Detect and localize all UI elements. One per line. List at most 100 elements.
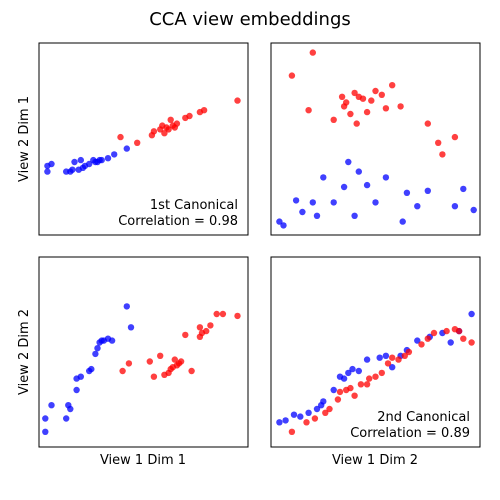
scatter-point	[73, 387, 79, 393]
scatter-point	[128, 324, 134, 330]
scatter-point	[385, 360, 391, 366]
panel-bottom-right: 2nd Canonical Correlation = 0.89	[271, 257, 480, 447]
scatter-point	[326, 406, 332, 412]
scatter-point	[124, 303, 130, 309]
scatter-point	[168, 117, 174, 123]
scatter-point	[431, 330, 437, 336]
scatter-point	[188, 368, 194, 374]
panel-top-right	[271, 43, 480, 235]
scatter-point	[414, 203, 420, 209]
scatter-point	[78, 157, 84, 163]
scatter-point	[157, 353, 163, 359]
scatter-point	[297, 413, 303, 419]
scatter-point	[214, 311, 220, 317]
scatter-point	[44, 168, 50, 174]
scatter-point	[71, 159, 77, 165]
scatter-point	[178, 358, 184, 364]
scatter-point	[151, 374, 157, 380]
panel-bottom-left	[39, 257, 248, 447]
scatter-point	[234, 313, 240, 319]
scatter-point	[280, 222, 286, 228]
scatter-point	[289, 72, 295, 78]
scatter-point	[88, 366, 94, 372]
scatter-point	[331, 387, 337, 393]
scatter-point	[276, 419, 282, 425]
scatter-point	[186, 113, 192, 119]
scatter-point	[331, 199, 337, 205]
scatter-point	[220, 311, 226, 317]
scatter-point	[78, 374, 84, 380]
scatter-point	[379, 92, 385, 98]
scatter-point	[443, 328, 449, 334]
scatter-point	[305, 107, 311, 113]
scatter-point	[305, 410, 311, 416]
scatter-point	[418, 341, 424, 347]
scatter-point	[320, 174, 326, 180]
scatter-point	[364, 356, 370, 362]
scatter-point	[397, 103, 403, 109]
scatter-point	[337, 389, 343, 395]
scatter-point	[406, 349, 412, 355]
scatter-point	[425, 188, 431, 194]
scatter-point	[117, 134, 123, 140]
scatter-point	[69, 167, 75, 173]
scatter-point	[310, 49, 316, 55]
scatter-point	[94, 345, 100, 351]
scatter-point	[349, 366, 355, 372]
scatter-point	[312, 415, 318, 421]
scatter-point	[456, 328, 462, 334]
annotation-line: 2nd Canonical	[377, 410, 470, 425]
scatter-point	[364, 381, 370, 387]
scatter-point	[425, 336, 431, 342]
scatter-point	[354, 120, 360, 126]
scatter-point	[372, 374, 378, 380]
col-label-view1-dim1: View 1 Dim 1	[100, 453, 186, 468]
scatter-point	[358, 381, 364, 387]
scatter-point	[389, 82, 395, 88]
scatter-point	[351, 393, 357, 399]
scatter-point	[439, 151, 445, 157]
scatter-point	[351, 213, 357, 219]
panel-top-left: 1st Canonical Correlation = 0.98	[39, 43, 248, 235]
scatter-point	[48, 402, 54, 408]
scatter-point	[314, 213, 320, 219]
scatter-point	[468, 339, 474, 345]
scatter-point	[182, 332, 188, 338]
scatter-point	[389, 355, 395, 361]
scatter-point	[310, 199, 316, 205]
scatter-point	[291, 412, 297, 418]
annotation-line: 1st Canonical	[150, 198, 238, 213]
scatter-point	[293, 197, 299, 203]
scatter-point	[343, 99, 349, 105]
scatter-point	[379, 370, 385, 376]
scatter-point	[372, 199, 378, 205]
scatter-point	[460, 336, 466, 342]
scatter-point	[364, 109, 370, 115]
scatter-panels: 1st Canonical Correlation = 0.98 2nd Canon…	[39, 43, 480, 447]
scatter-point	[282, 417, 288, 423]
scatter-point	[448, 339, 454, 345]
scatter-point	[366, 375, 372, 381]
scatter-point	[341, 375, 347, 381]
scatter-point	[383, 105, 389, 111]
scatter-point	[383, 174, 389, 180]
row-label-view2-dim2: View 2 Dim 2	[17, 309, 32, 395]
scatter-point	[347, 111, 353, 117]
scatter-point	[320, 398, 326, 404]
scatter-point	[299, 209, 305, 215]
col-label-view1-dim2: View 1 Dim 2	[332, 453, 418, 468]
axes-frame	[271, 43, 480, 235]
scatter-point	[99, 157, 105, 163]
scatter-point	[48, 161, 54, 167]
scatter-point	[339, 94, 345, 100]
scatter-point	[452, 134, 458, 140]
scatter-point	[42, 415, 48, 421]
scatter-point	[124, 145, 130, 151]
scatter-point	[452, 203, 458, 209]
scatter-point	[111, 151, 117, 157]
scatter-point	[201, 107, 207, 113]
scatter-point	[400, 218, 406, 224]
scatter-point	[404, 190, 410, 196]
scatter-point	[471, 207, 477, 213]
